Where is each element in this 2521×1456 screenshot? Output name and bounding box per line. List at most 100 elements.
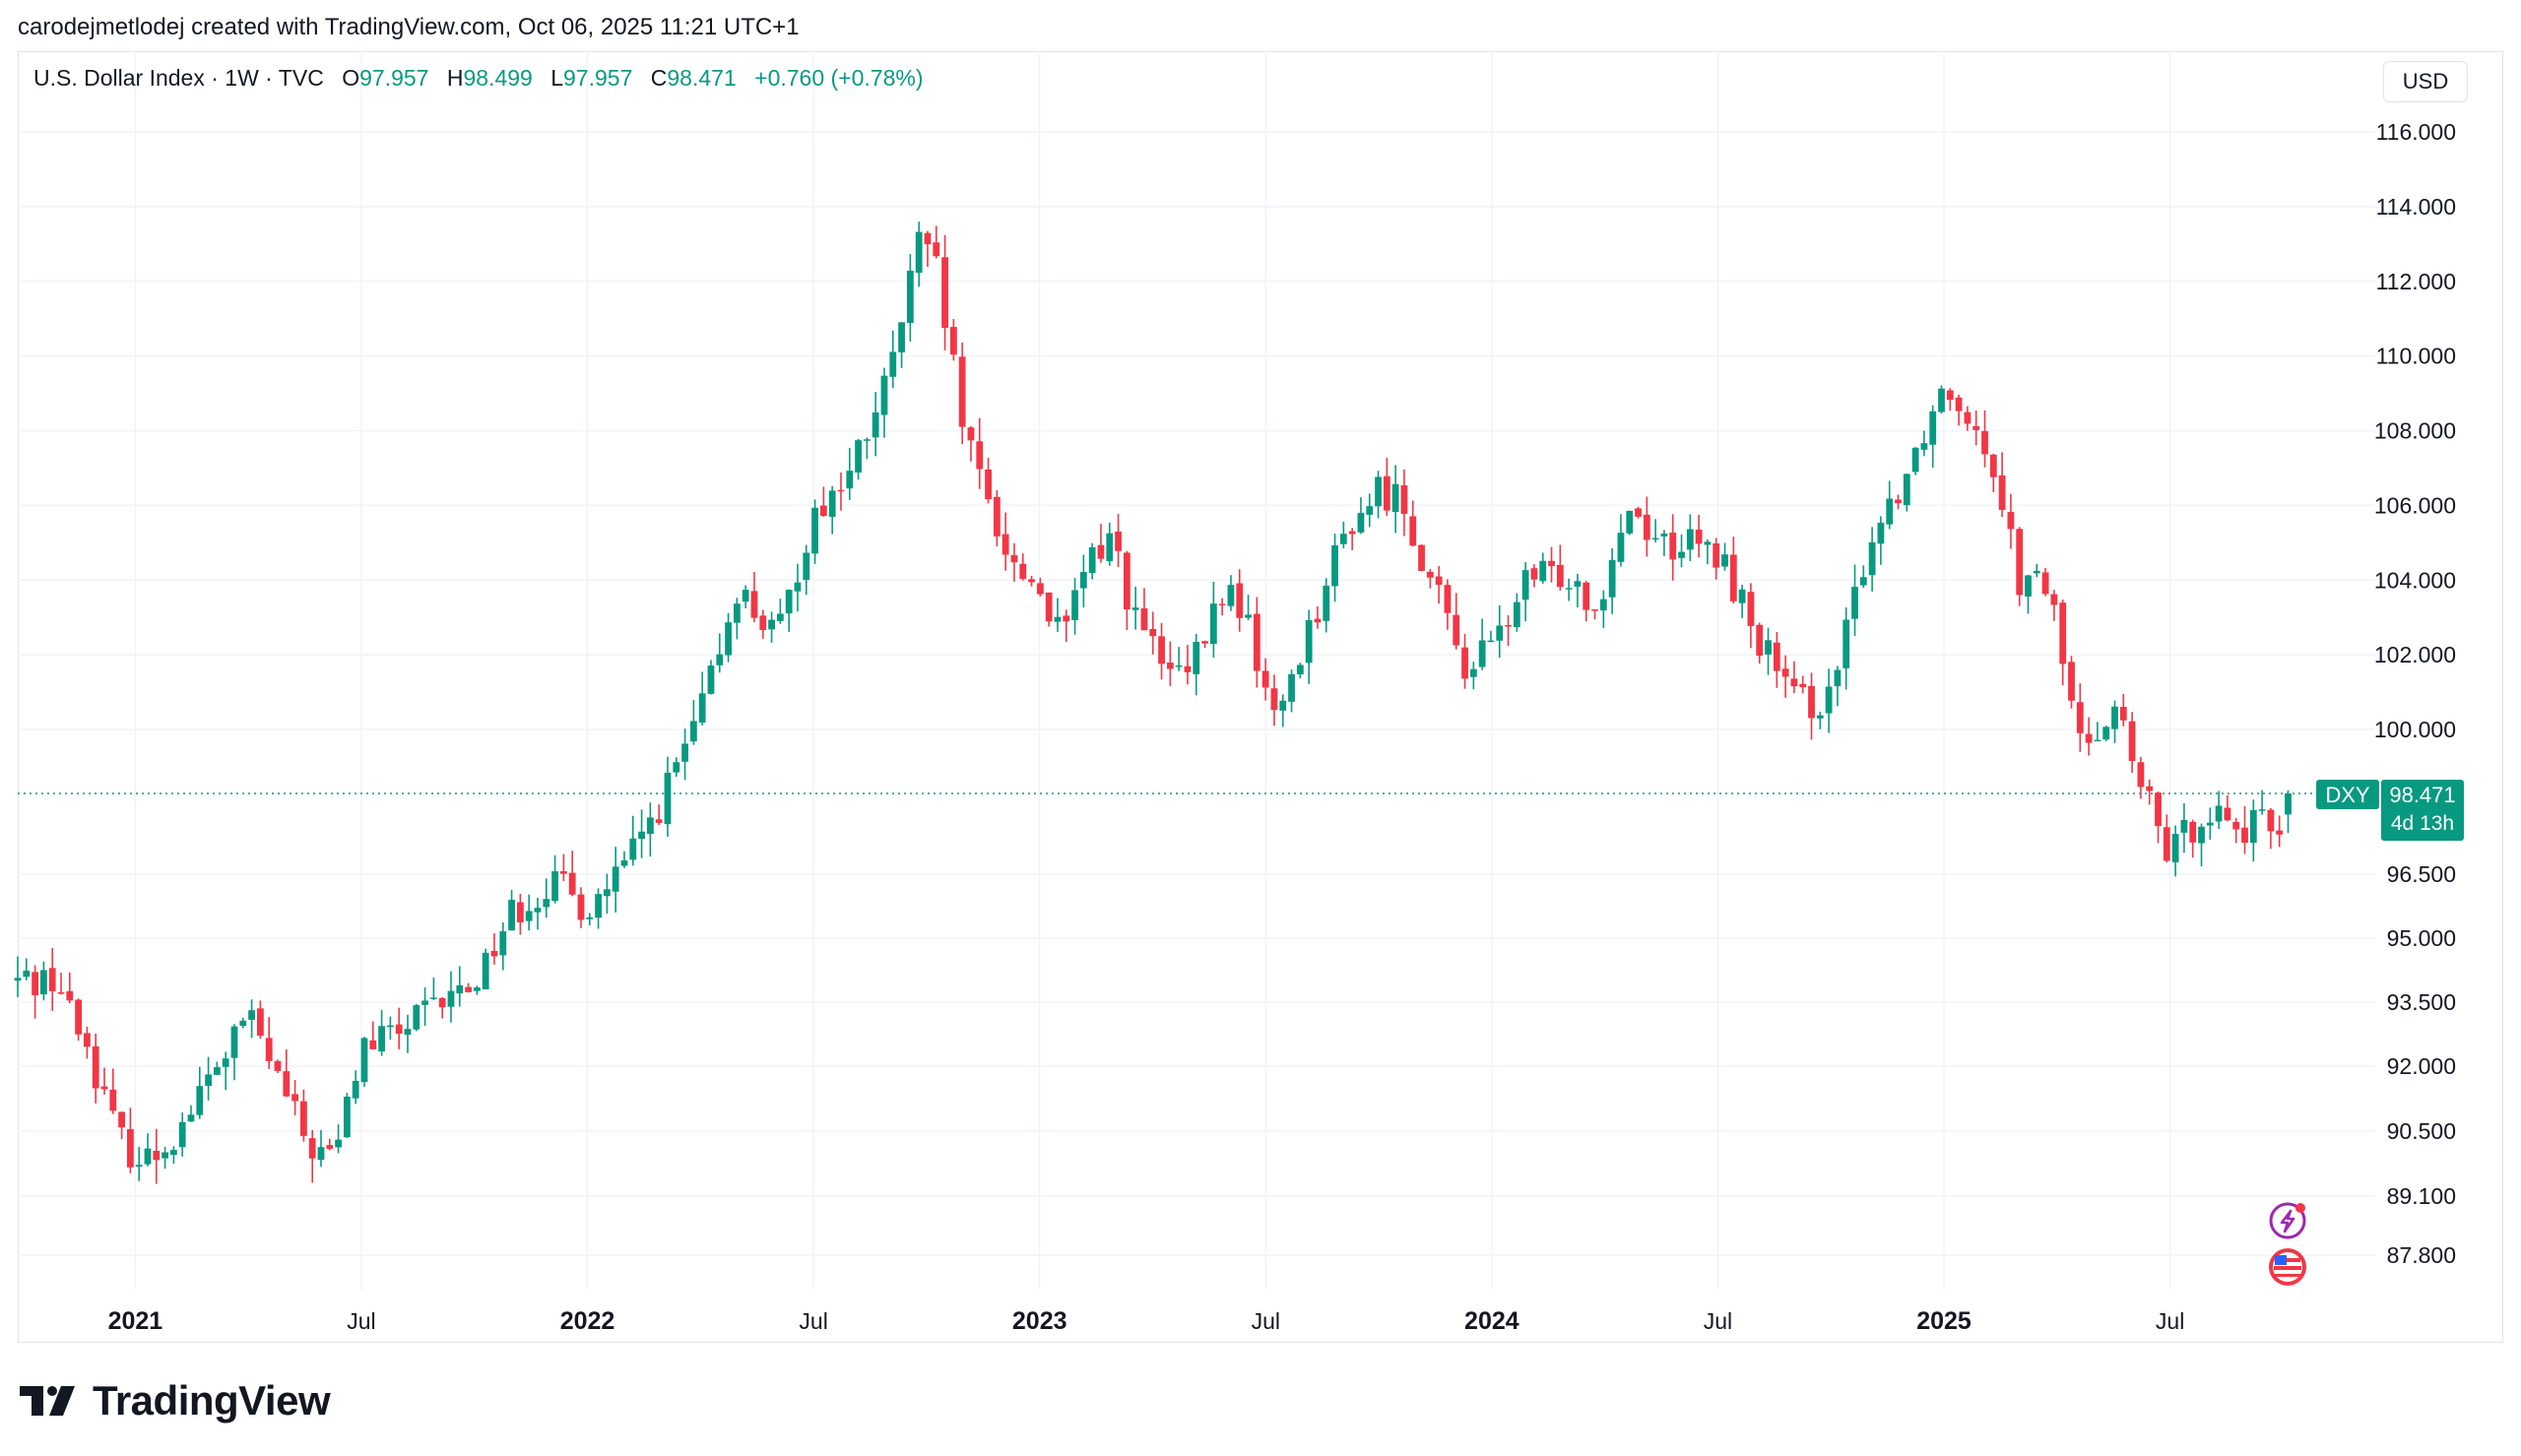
candle-body xyxy=(2041,572,2049,595)
candle xyxy=(92,1033,99,1104)
candle-body xyxy=(1851,587,1858,619)
currency-button[interactable]: USD xyxy=(2383,61,2468,102)
candle-body xyxy=(2033,570,2040,574)
candle-body xyxy=(1599,599,1607,611)
candle-body xyxy=(1989,454,1997,477)
us-flag-icon[interactable] xyxy=(2269,1248,2306,1286)
candle-body xyxy=(473,987,481,991)
candle xyxy=(1583,581,1590,622)
candle xyxy=(1140,588,1148,631)
candle-body xyxy=(2232,821,2240,830)
candle xyxy=(1305,609,1313,684)
candle xyxy=(1193,633,1200,696)
candle-body xyxy=(1088,546,1096,574)
tradingview-logo[interactable]: TradingView xyxy=(20,1374,331,1427)
candle-body xyxy=(543,899,550,908)
candle-body xyxy=(586,917,594,919)
candle-body xyxy=(716,654,724,665)
candle-body xyxy=(2076,702,2084,733)
time-tick-label: 2022 xyxy=(560,1307,615,1335)
candle-body xyxy=(1331,544,1338,587)
candle xyxy=(1444,579,1452,630)
candle-body xyxy=(75,999,82,1035)
candle xyxy=(153,1128,161,1184)
candle-body xyxy=(2258,809,2266,811)
candle xyxy=(1773,632,1780,688)
candle xyxy=(144,1133,152,1167)
candle xyxy=(196,1066,204,1119)
candle-body xyxy=(681,743,688,762)
candle-body xyxy=(2068,662,2075,701)
candle-body xyxy=(465,986,472,992)
candle-body xyxy=(369,1040,377,1049)
candle xyxy=(66,972,74,1004)
candle-body xyxy=(967,427,975,441)
candle-body xyxy=(1097,544,1105,559)
candle xyxy=(1643,496,1650,557)
candle-body xyxy=(178,1121,186,1148)
candle-body xyxy=(1842,619,1850,668)
candle xyxy=(2232,817,2240,844)
symbol-label[interactable]: U.S. Dollar Index · 1W · TVC xyxy=(33,65,324,91)
lightning-icon[interactable] xyxy=(2269,1202,2306,1239)
candle-body xyxy=(187,1114,195,1122)
candle-body xyxy=(941,257,948,329)
candle-body xyxy=(1773,642,1780,671)
candle xyxy=(1201,640,1208,649)
candle-body xyxy=(1660,534,1668,537)
candle-body xyxy=(1010,554,1018,563)
candle-body xyxy=(1409,516,1417,546)
candle-body xyxy=(66,990,74,1001)
candle xyxy=(880,367,888,438)
candle xyxy=(612,847,619,913)
candle xyxy=(949,318,957,361)
candle xyxy=(525,894,533,931)
candle-body xyxy=(1261,670,1269,688)
candle xyxy=(655,804,663,826)
candle-body xyxy=(1868,541,1876,576)
candle xyxy=(1184,644,1192,685)
candle xyxy=(1608,547,1616,614)
candle xyxy=(1054,598,1062,632)
candle xyxy=(1166,641,1174,686)
candle-body xyxy=(14,978,22,981)
candle xyxy=(1418,543,1425,572)
candle xyxy=(1669,514,1677,581)
candle-body xyxy=(1635,508,1642,517)
time-tick-label: Jul xyxy=(2156,1308,2184,1334)
candle-body xyxy=(993,496,1001,537)
open-label: O xyxy=(342,65,360,91)
price-tick-label: 104.000 xyxy=(2374,567,2456,593)
candle xyxy=(1036,577,1044,597)
candle-body xyxy=(664,772,672,825)
candle-body xyxy=(655,819,663,823)
candle-body xyxy=(1920,443,1928,450)
candle xyxy=(673,757,680,778)
candle-body xyxy=(326,1145,334,1149)
candle-body xyxy=(776,613,784,621)
candle-body xyxy=(1296,665,1304,675)
candle-body xyxy=(1781,668,1789,677)
candle xyxy=(395,1007,403,1049)
candle-body xyxy=(698,693,706,724)
symbol-tag-text: DXY xyxy=(2325,783,2370,807)
candle xyxy=(1253,597,1260,688)
candle xyxy=(2111,700,2118,743)
candle-body xyxy=(2155,792,2162,827)
candle xyxy=(933,225,940,259)
candle xyxy=(716,633,724,673)
candle xyxy=(39,961,47,1001)
candle xyxy=(100,1067,108,1095)
candle-body xyxy=(230,1026,238,1058)
candle-body xyxy=(568,872,576,895)
candle xyxy=(638,809,645,858)
candle xyxy=(1478,618,1486,670)
candle-body xyxy=(1054,616,1062,622)
candle xyxy=(2050,590,2058,621)
time-tick-label: Jul xyxy=(347,1308,375,1334)
candle xyxy=(265,1017,273,1069)
candle xyxy=(75,998,82,1042)
candle-body xyxy=(57,992,65,994)
candle xyxy=(1227,575,1235,611)
